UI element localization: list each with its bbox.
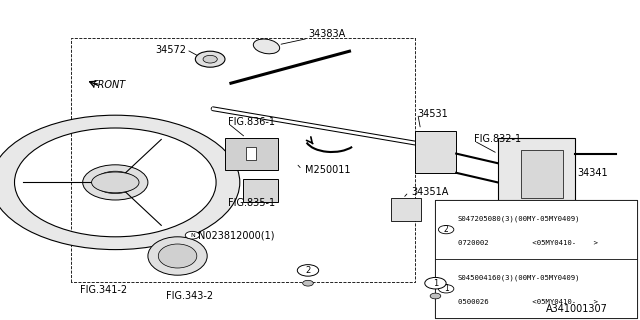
Bar — [435, 200, 637, 259]
Text: FIG.341-2: FIG.341-2 — [80, 284, 127, 295]
Circle shape — [438, 226, 454, 234]
Text: 0720002          <05MY0410-    >: 0720002 <05MY0410- > — [458, 240, 598, 246]
Text: FIG.836-1: FIG.836-1 — [228, 116, 275, 127]
Text: A341001307: A341001307 — [545, 304, 607, 314]
Circle shape — [298, 265, 319, 276]
FancyBboxPatch shape — [225, 138, 278, 170]
Text: FIG.832-1: FIG.832-1 — [474, 134, 521, 144]
Circle shape — [95, 171, 136, 194]
Circle shape — [83, 165, 148, 200]
Circle shape — [425, 277, 446, 289]
Text: N: N — [190, 233, 195, 238]
Circle shape — [430, 293, 441, 299]
Text: 2: 2 — [305, 266, 310, 275]
FancyBboxPatch shape — [498, 138, 575, 208]
Circle shape — [438, 285, 454, 293]
Text: 34351A: 34351A — [412, 187, 449, 197]
Ellipse shape — [148, 237, 207, 275]
Text: 34531: 34531 — [418, 108, 449, 119]
Text: S047205080(3)(00MY-05MY0409): S047205080(3)(00MY-05MY0409) — [458, 216, 580, 222]
Text: 1: 1 — [444, 284, 449, 293]
Text: FIG.835-1: FIG.835-1 — [228, 198, 275, 208]
Text: M250011: M250011 — [305, 164, 351, 175]
Bar — [435, 200, 637, 318]
Text: 34341: 34341 — [578, 168, 609, 178]
Circle shape — [195, 51, 225, 67]
Text: FIG.343-2: FIG.343-2 — [166, 291, 213, 301]
Bar — [435, 259, 637, 318]
Text: S045004160(3)(00MY-05MY0409): S045004160(3)(00MY-05MY0409) — [458, 275, 580, 281]
Text: N023812000(1): N023812000(1) — [198, 230, 275, 240]
Circle shape — [203, 55, 217, 63]
Text: FRONT: FRONT — [93, 80, 126, 90]
Circle shape — [185, 231, 200, 239]
Text: 34383A: 34383A — [308, 28, 345, 39]
FancyBboxPatch shape — [391, 198, 420, 221]
Ellipse shape — [158, 244, 197, 268]
FancyBboxPatch shape — [415, 131, 456, 173]
Text: 34572: 34572 — [156, 44, 186, 55]
Circle shape — [303, 280, 314, 286]
FancyBboxPatch shape — [243, 179, 278, 202]
Bar — [246, 147, 257, 160]
FancyBboxPatch shape — [522, 150, 563, 198]
Ellipse shape — [92, 172, 139, 193]
Text: 1: 1 — [433, 279, 438, 288]
Text: 2: 2 — [444, 225, 449, 234]
Ellipse shape — [253, 39, 280, 54]
Text: 0500026          <05MY0410-    >: 0500026 <05MY0410- > — [458, 299, 598, 305]
